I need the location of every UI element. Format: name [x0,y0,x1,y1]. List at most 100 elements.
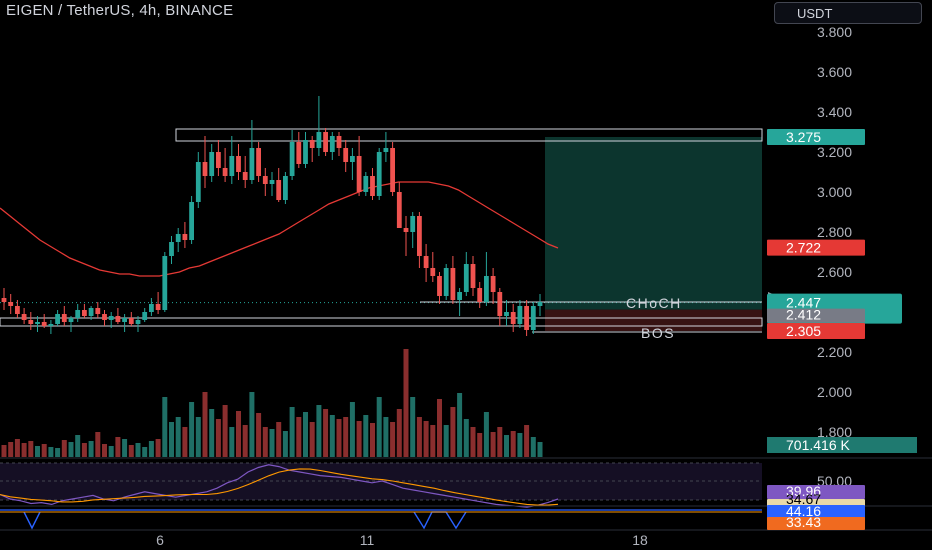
candle-body [443,268,449,296]
candle-body [209,152,215,176]
candle-body [276,180,282,200]
volume-bar [370,423,375,457]
candle-body [68,318,74,322]
candle-body [55,314,60,324]
candle-body [135,320,141,324]
badge-take-profit [767,129,865,145]
ma-line [0,181,559,277]
volume-bar [41,444,47,457]
candle-body [162,256,168,310]
candle-body [249,148,255,180]
rsi-pane [0,457,932,531]
volume-bar [61,440,67,457]
badge-macd-signal-label: 33.43 [786,514,821,530]
price-tick-label: 2.800 [817,224,852,240]
volume-bar [1,445,7,457]
volume-bar [269,429,275,457]
volume-bar [249,392,255,457]
volume-bar [423,421,429,457]
badge-stop-loss-label: 2.305 [786,323,821,339]
volume-bar [202,392,208,457]
volume-bar [430,425,436,457]
volume-bar [309,422,315,457]
price-tick-label: 2.000 [817,384,852,400]
volume-bar [416,417,422,457]
candle-body [202,162,208,176]
volume-bar [450,407,456,457]
price-tick-label: 3.400 [817,104,852,120]
candle-body [236,156,241,172]
badge-rsi-label: 39.96 [786,483,821,499]
price-tick-label: 3.800 [817,24,852,40]
candle-body [323,132,328,152]
candle-body [303,140,308,164]
volume-bar [463,419,469,457]
candle-body [222,168,228,176]
badge-rsi-ma-label: 34.67 [786,491,821,507]
badge-last-price-label: 2.447 [786,295,821,311]
volume-bar [323,409,329,457]
volume-bar [108,446,114,457]
candle-body [309,140,315,148]
candle-body [142,312,148,320]
volume-bar [477,433,483,457]
volume-bar [510,431,516,457]
volume-bar [437,399,442,457]
candle-body [383,148,389,152]
candle-body [370,176,375,196]
candle-body [363,176,369,192]
candle-body [329,136,335,152]
volume-bar [222,405,228,457]
volume-bar [48,447,54,457]
candle-body [336,136,342,148]
candle-body [216,152,221,168]
candle-body [477,288,483,302]
price-tick-label: 1.800 [817,424,852,440]
badge-macd-signal [767,517,865,530]
badge-entry-label: 2.412 [786,307,821,323]
volume-bar [303,412,308,457]
volume-bar [470,427,476,457]
candle-body [510,312,516,324]
volume-bar [14,439,20,457]
volume-bar [443,425,449,457]
volume-bar [88,441,94,457]
candle-body [316,132,322,148]
candle-body [437,276,442,296]
candle-body [108,316,114,320]
rsi-ma-line [0,468,559,506]
candle-body [169,242,174,256]
candle-body [229,156,235,176]
moving-average-line [0,181,559,277]
volume-bar [504,435,509,457]
volume-bar [81,443,87,457]
volume-bar [410,397,416,457]
badge-macd [767,505,865,519]
volume-bar [497,427,503,457]
volume-bar [483,412,489,457]
volume-bar [256,413,262,457]
currency-button[interactable]: USDT [774,2,922,24]
price-badges: 3.2752.7222.44701:08:122.4122.305701.416… [767,129,917,530]
volume-bar [68,442,74,457]
candle-body [41,322,47,326]
candle-body [21,314,27,320]
candle-body [189,202,194,240]
volume-bar [155,439,161,457]
chart-title: EIGEN / TetherUS, 4h, BINANCE [6,2,234,19]
candle-body [396,192,402,228]
rsi-line [0,464,559,508]
time-axis: 6 11 18 [156,532,648,548]
candle-body [15,306,20,314]
volume-bar [75,435,81,457]
volume-bar [376,397,382,457]
candle-body [403,228,409,232]
candle-body [1,298,7,302]
volume-bar [349,402,355,457]
candle-body [417,216,422,256]
time-tick-label: 18 [632,532,648,548]
volume-bar [102,444,107,457]
candle-body [356,156,362,192]
candle-body [524,306,529,330]
